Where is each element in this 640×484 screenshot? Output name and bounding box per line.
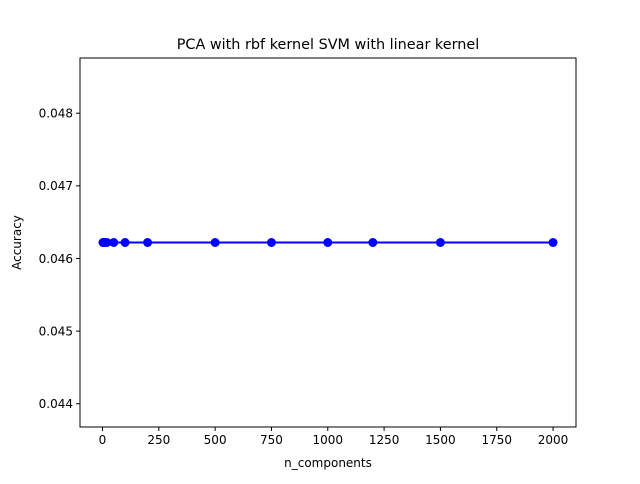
x-tick-label: 1000: [313, 433, 344, 447]
x-axis-ticks: 0 250 500 750 1000 1250 1500 1750 2000: [99, 427, 569, 447]
data-point: [435, 238, 445, 247]
data-point: [109, 238, 119, 247]
x-tick-label: 750: [260, 433, 283, 447]
x-tick-label: 500: [204, 433, 227, 447]
data-point: [143, 238, 153, 247]
x-tick-label: 1250: [369, 433, 400, 447]
x-tick-label: 250: [147, 433, 170, 447]
y-axis-label: Accuracy: [10, 215, 24, 270]
data-point: [210, 238, 220, 247]
series-group: [98, 238, 558, 247]
y-tick-label: 0.047: [39, 179, 73, 193]
data-point: [368, 238, 378, 247]
x-axis-label: n_components: [284, 456, 372, 470]
y-tick-label: 0.045: [39, 324, 73, 338]
data-point: [120, 238, 130, 247]
data-point: [323, 238, 333, 247]
x-tick-label: 0: [99, 433, 107, 447]
y-tick-label: 0.048: [39, 107, 73, 121]
data-point: [548, 238, 558, 247]
data-point: [102, 238, 112, 247]
x-tick-label: 2000: [538, 433, 569, 447]
y-axis-ticks: 0.044 0.045 0.046 0.047 0.048: [39, 107, 80, 411]
data-point: [266, 238, 276, 247]
y-tick-label: 0.046: [39, 252, 73, 266]
plot-frame: [79, 57, 577, 428]
x-tick-label: 1500: [425, 433, 456, 447]
chart-title: PCA with rbf kernel SVM with linear kern…: [177, 37, 480, 53]
x-tick-label: 1750: [481, 433, 512, 447]
y-tick-label: 0.044: [39, 397, 73, 411]
